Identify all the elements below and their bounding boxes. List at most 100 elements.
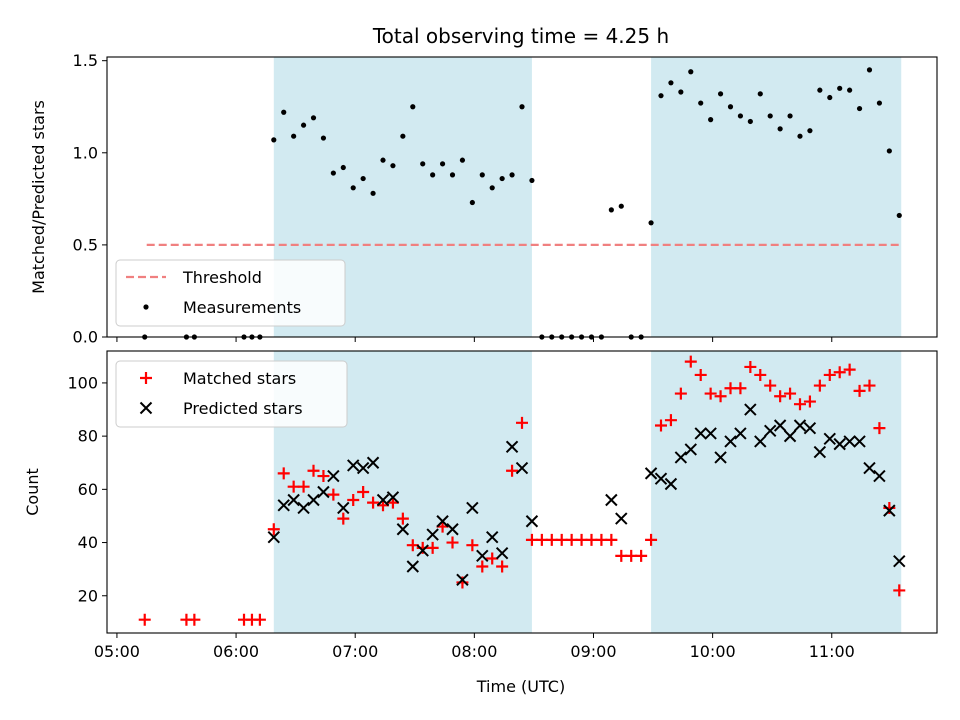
measurement-point	[698, 100, 704, 106]
predicted-star-point	[714, 451, 727, 464]
measurement-point	[529, 177, 535, 184]
predicted-star-point	[297, 501, 310, 515]
matched-star-point	[396, 512, 409, 525]
predicted-star-point	[476, 549, 489, 563]
matched-star-point	[486, 552, 499, 565]
predicted-star-point	[307, 493, 320, 507]
top-y-tick-label: 1.0	[73, 143, 98, 162]
legend-label: Threshold	[182, 268, 262, 287]
measurement-point	[856, 105, 863, 112]
predicted-star-point	[495, 546, 509, 560]
matched-star-point	[813, 379, 826, 392]
predicted-star-point	[763, 424, 777, 438]
predicted-star-point	[863, 461, 876, 475]
bottom-y-tick-label: 60	[78, 480, 98, 499]
legend-matched-swatch	[140, 372, 152, 384]
predicted-star-point	[347, 459, 360, 472]
predicted-star-point	[734, 427, 747, 440]
measurement-point	[797, 133, 803, 139]
measurement-point	[300, 122, 307, 128]
measurement-point	[767, 113, 773, 119]
bottom-axes-frame	[106, 350, 938, 634]
x-tick-label: 06:00	[213, 642, 259, 661]
measurement-point	[479, 172, 485, 178]
measurement-point	[608, 207, 614, 213]
matched-star-point	[506, 464, 519, 477]
predicted-star-point	[396, 523, 410, 536]
matched-star-point	[803, 395, 816, 408]
top-legend: Threshold Measurements	[115, 259, 346, 327]
legend-box	[115, 259, 346, 327]
predicted-star-point	[615, 512, 628, 525]
x-axis-label: Time (UTC)	[476, 677, 565, 696]
measurement-point	[708, 117, 714, 123]
predicted-star-point	[366, 456, 380, 469]
matched-star-point	[426, 541, 439, 554]
matched-star-point	[496, 560, 509, 573]
predicted-star-point	[773, 419, 787, 432]
predicted-star-point	[376, 493, 390, 507]
measurement-point	[886, 148, 892, 154]
matched-star-point	[893, 584, 906, 597]
measurement-point	[876, 100, 883, 106]
bottom-plot-panel: 20 40 60 80 100 05:00 06:00 07:00 08:00 09:00 10:0…	[67, 350, 938, 661]
predicted-star-point	[287, 493, 300, 507]
predicted-star-point	[793, 419, 807, 432]
bottom-legend: Matched stars Predicted stars	[115, 360, 348, 428]
legend-predicted-swatch	[139, 401, 153, 415]
matched-star-point	[337, 512, 350, 525]
measurement-point	[837, 85, 843, 91]
measurement-point	[658, 93, 664, 99]
legend-label: Predicted stars	[183, 399, 303, 418]
predicted-star-point	[416, 544, 429, 557]
matched-star-point	[784, 387, 797, 400]
matched-star-point	[645, 533, 658, 546]
predicted-star-point	[674, 451, 688, 464]
measurement-point	[469, 199, 475, 206]
predicted-star-point	[704, 427, 717, 440]
x-tick-label: 10:00	[690, 642, 736, 661]
matched-star-point	[476, 560, 489, 573]
measurement-point	[380, 157, 386, 163]
predicted-star-point	[853, 435, 866, 448]
measurement-point	[827, 94, 833, 101]
measurement-point	[459, 157, 466, 163]
matched-star-point	[307, 464, 320, 477]
measurement-point	[648, 220, 654, 226]
matched-star-point	[654, 419, 667, 432]
predicted-star-point	[436, 515, 449, 528]
x-tick-label: 08:00	[451, 642, 497, 661]
measurement-point	[430, 172, 436, 178]
measurement-point	[896, 212, 902, 219]
top-plot-panel: 0.0 0.5 1.0 1.5 Threshold Measurements	[73, 51, 938, 347]
predicted-star-point	[317, 485, 330, 499]
matched-star-point	[267, 523, 280, 536]
matched-star-point	[873, 422, 886, 435]
legend-label: Measurements	[183, 298, 301, 317]
measurement-point	[330, 170, 336, 176]
x-tick-label: 11:00	[809, 642, 855, 661]
measurement-point	[807, 128, 813, 134]
measurement-point	[310, 115, 317, 121]
matched-star-point	[853, 384, 866, 397]
measurement-point	[757, 91, 763, 97]
x-tick-label: 09:00	[570, 642, 616, 661]
matched-star-point	[754, 368, 767, 381]
measurement-point	[817, 87, 823, 93]
measurement-point	[340, 164, 346, 171]
matched-star-point	[317, 470, 330, 483]
top-y-tick-label: 1.5	[73, 51, 98, 70]
measurement-point	[499, 175, 505, 182]
predicted-star-point	[644, 467, 658, 480]
matched-star-point	[357, 486, 370, 498]
measurement-point	[747, 118, 753, 125]
measurement-point	[717, 91, 724, 97]
predicted-star-point	[466, 501, 479, 515]
measurement-point	[668, 80, 674, 86]
measurement-point	[787, 113, 793, 119]
predicted-star-point	[525, 515, 539, 528]
bottom-y-tick-label: 20	[78, 586, 98, 605]
predicted-star-point	[783, 429, 797, 443]
measurement-point	[439, 161, 446, 167]
measurement-point	[737, 113, 744, 119]
